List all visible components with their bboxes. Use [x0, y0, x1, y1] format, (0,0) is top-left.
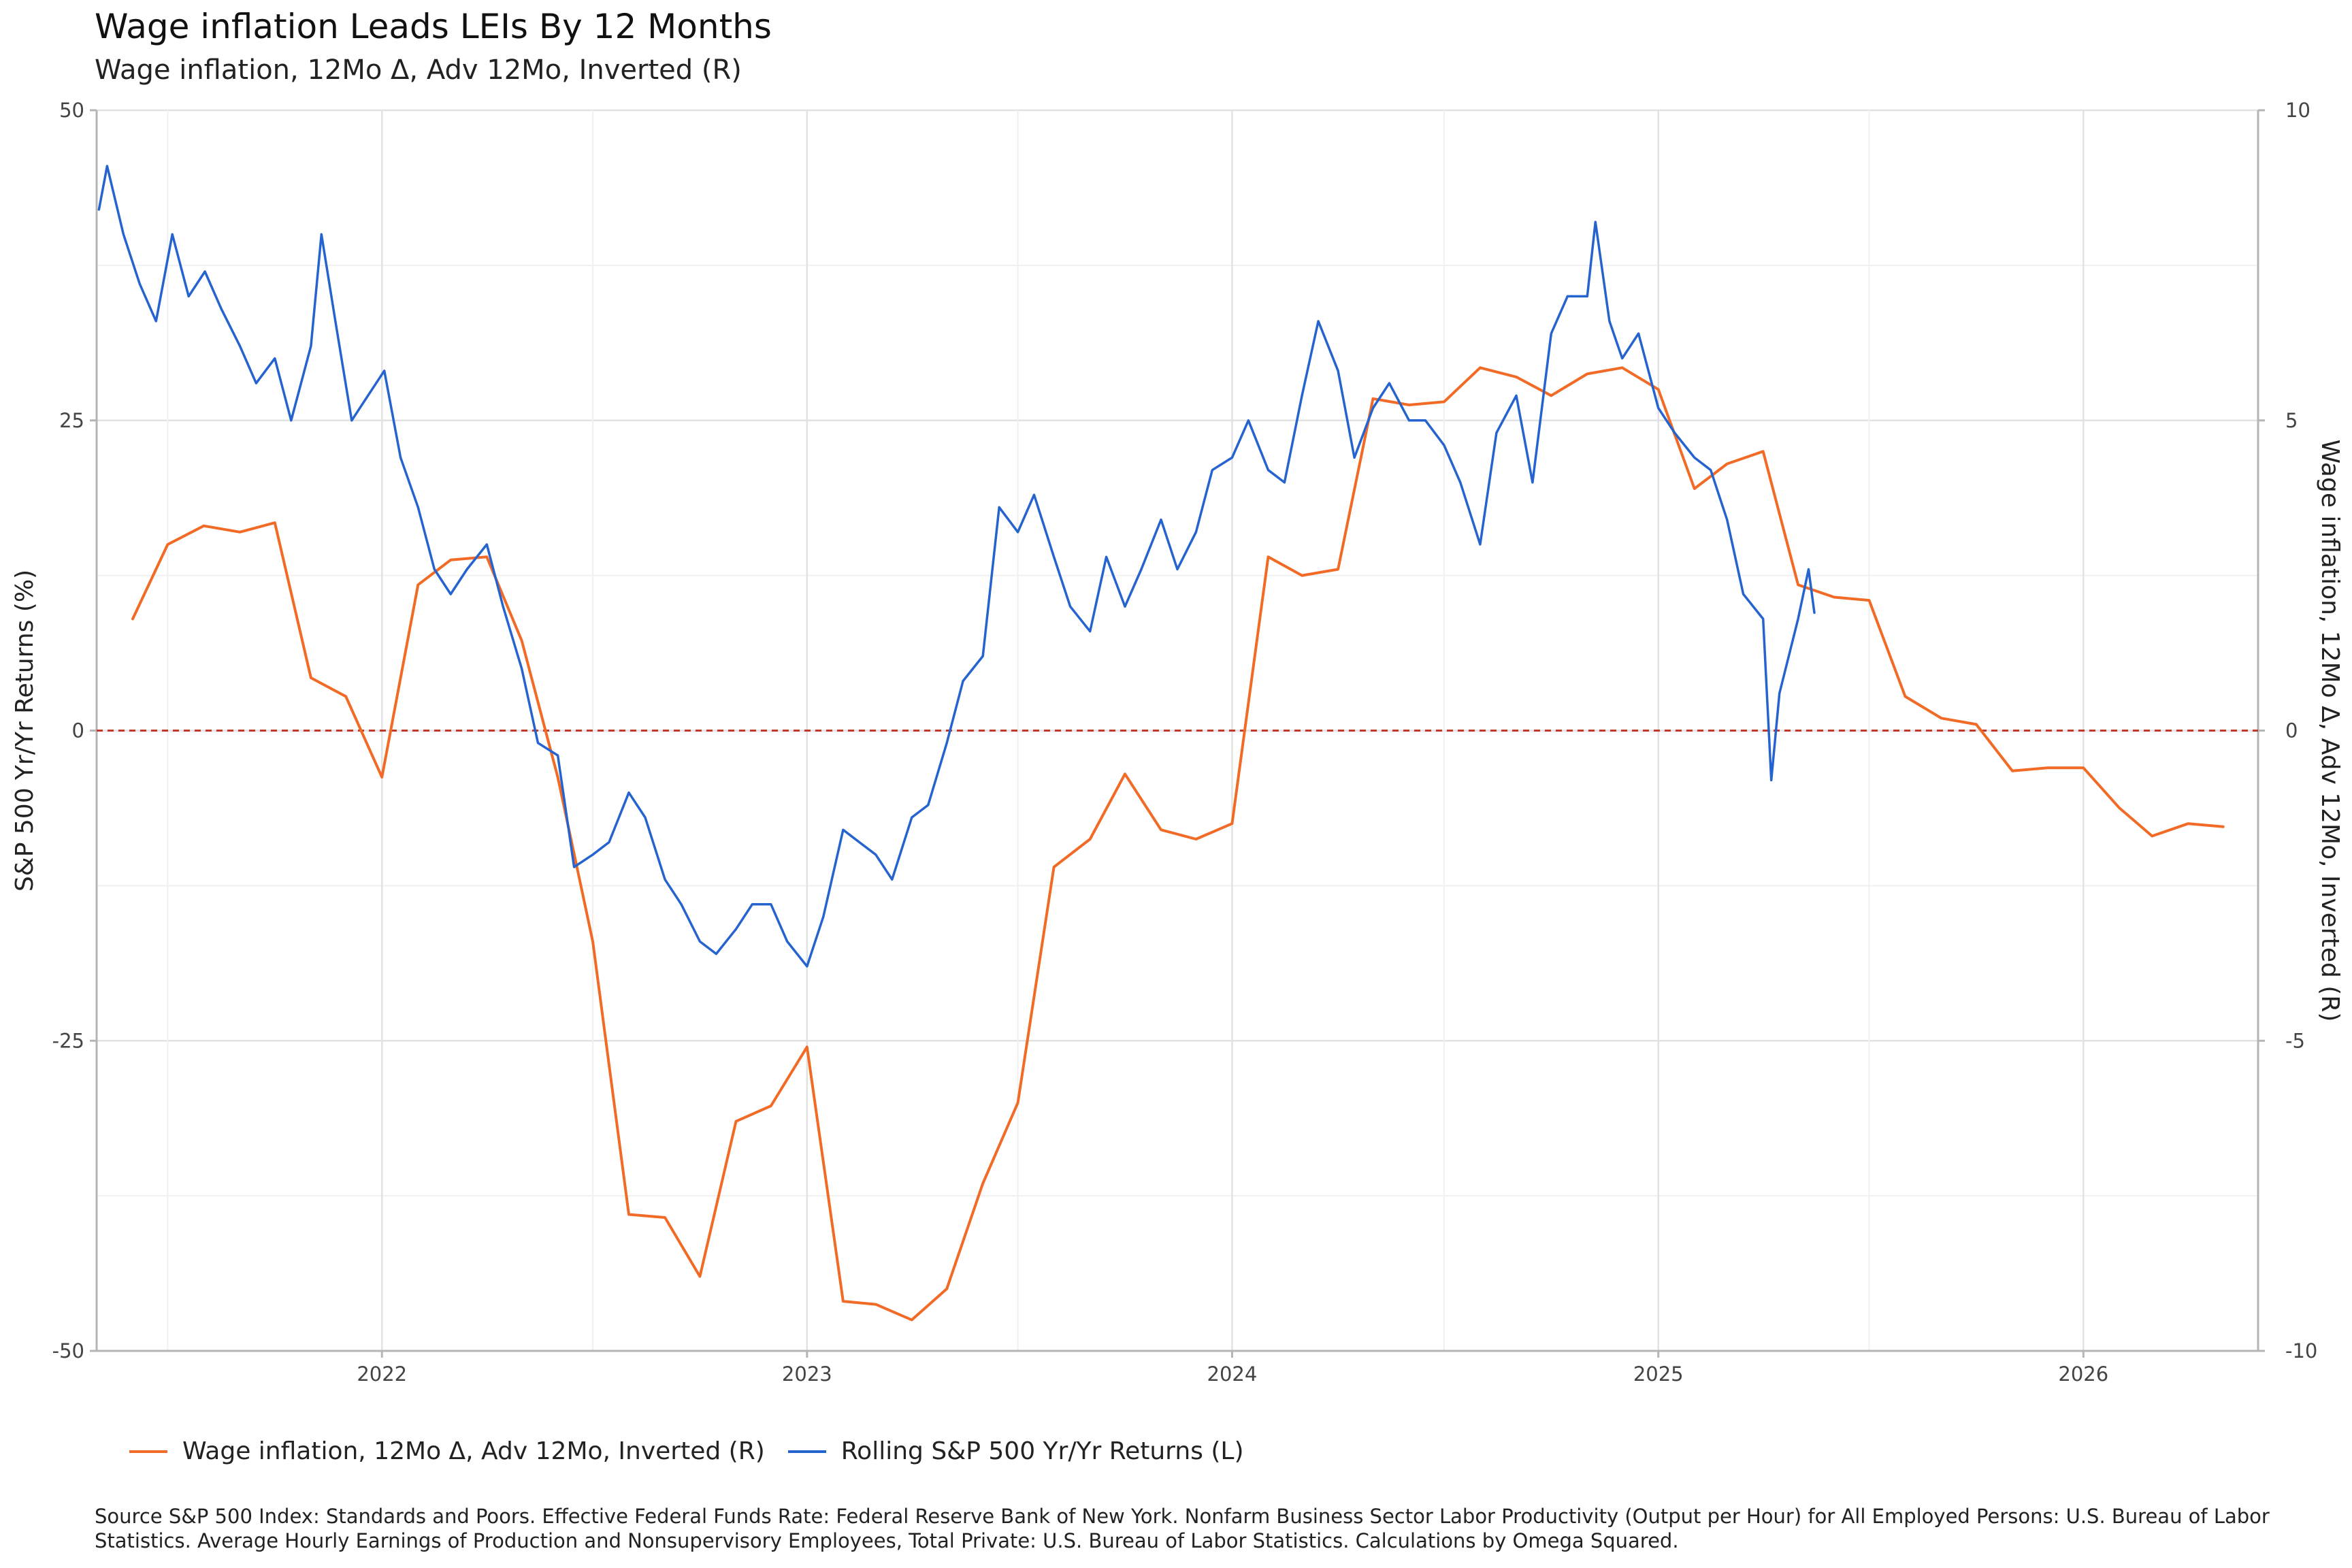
- x-tick-label: 2024: [1207, 1362, 1258, 1386]
- legend: Wage inflation, 12Mo Δ, Adv 12Mo, Invert…: [129, 1437, 1267, 1465]
- y-tick-label-left: -50: [52, 1339, 84, 1362]
- source-note: Source S&P 500 Index: Standards and Poor…: [95, 1505, 2270, 1552]
- chart-subtitle: Wage inflation, 12Mo Δ, Adv 12Mo, Invert…: [95, 54, 742, 86]
- legend-label-sp: Rolling S&P 500 Yr/Yr Returns (L): [840, 1437, 1244, 1465]
- x-tick-label: 2022: [357, 1362, 407, 1386]
- y-tick-label-left: 25: [59, 409, 84, 432]
- x-tick-label: 2023: [782, 1362, 832, 1386]
- y-tick-label-right: -5: [2285, 1029, 2305, 1052]
- series-layer: [97, 165, 2225, 1322]
- legend-key-wage: [129, 1450, 167, 1453]
- y-tick-label-left: -25: [52, 1029, 84, 1052]
- chart-title: Wage inflation Leads LEIs By 12 Months: [95, 7, 772, 46]
- y-tick-label-right: 5: [2285, 409, 2298, 432]
- series-line-sp500: [97, 165, 1816, 968]
- series-line-wage: [131, 366, 2225, 1322]
- y-tick-label-left: 0: [72, 719, 84, 742]
- legend-key-sp: [787, 1450, 826, 1453]
- x-tick-label: 2026: [2058, 1362, 2108, 1386]
- legend-item-sp: Rolling S&P 500 Yr/Yr Returns (L): [787, 1437, 1244, 1465]
- y-tick-label-right: 10: [2285, 99, 2310, 122]
- y-tick-label-left: 50: [59, 99, 84, 122]
- x-tick-label: 2025: [1633, 1362, 1684, 1386]
- y-axis-title-right: Wage inflation, 12Mo Δ, Adv 12Mo, Invert…: [2316, 440, 2344, 1022]
- y-tick-label-right: 0: [2285, 719, 2298, 742]
- y-tick-label-right: -10: [2285, 1339, 2317, 1362]
- legend-item-wage: Wage inflation, 12Mo Δ, Adv 12Mo, Invert…: [129, 1437, 765, 1465]
- axes: [90, 109, 2265, 1358]
- legend-label-wage: Wage inflation, 12Mo Δ, Adv 12Mo, Invert…: [182, 1437, 765, 1465]
- y-axis-title-left: S&P 500 Yr/Yr Returns (%): [11, 570, 39, 892]
